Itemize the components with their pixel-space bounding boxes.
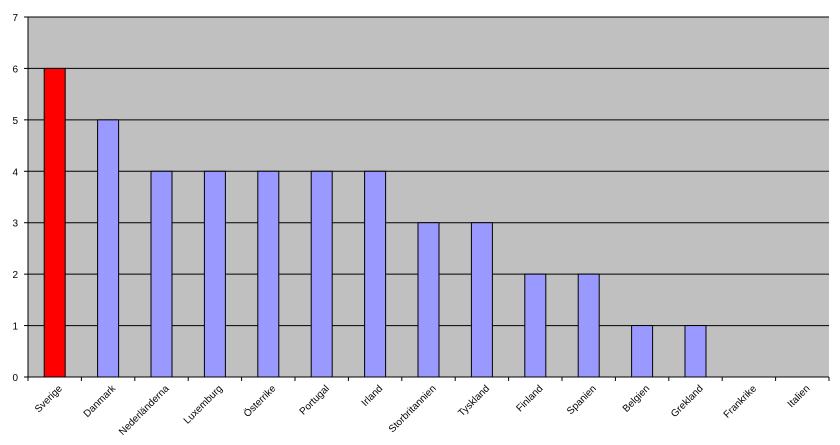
bars — [43, 67, 707, 378]
x-tick-label: Irland — [360, 383, 385, 408]
y-tick-label: 2 — [12, 270, 18, 281]
bar-grekland — [684, 325, 707, 378]
bar-irland — [364, 170, 387, 378]
x-tick-label: Storbritannien — [387, 383, 439, 435]
y-tick-label: 6 — [12, 64, 18, 75]
x-tick-label: Belgien — [621, 383, 652, 414]
bar-tyskland — [470, 222, 493, 378]
x-tick-label: Tyskland — [456, 383, 492, 419]
x-tick-label: Danmark — [82, 383, 119, 420]
bar-spanien — [577, 273, 600, 378]
bar-österrike — [257, 170, 280, 378]
axes — [24, 16, 830, 381]
x-tick-label: Grekland — [669, 383, 705, 419]
bar-belgien — [631, 325, 654, 378]
x-tick-label: Sverige — [33, 383, 65, 415]
y-tick-label: 4 — [12, 167, 18, 178]
y-axis-ticks: 0 1 2 3 4 5 6 7 — [12, 13, 18, 384]
bar-sverige — [43, 67, 66, 378]
x-tick-label: Italien — [786, 383, 813, 410]
y-tick-label: 1 — [12, 322, 18, 333]
x-tick-label: Portugal — [298, 383, 332, 417]
bar-portugal — [310, 170, 333, 378]
y-tick-label: 3 — [12, 219, 18, 230]
x-tick-label: Frankrike — [722, 383, 760, 421]
y-tick-label: 0 — [12, 373, 18, 384]
x-tick-label: Österrike — [241, 382, 278, 419]
bar-nederländerna — [150, 170, 173, 378]
x-tick-label: Spanien — [565, 383, 599, 417]
bar-luxemburg — [203, 170, 226, 378]
y-tick-label: 5 — [12, 116, 18, 127]
x-tick-label: Luxemburg — [182, 383, 225, 426]
bar-finland — [524, 273, 547, 378]
bar-storbritannien — [417, 222, 440, 378]
y-tick-label: 7 — [12, 13, 18, 24]
x-tick-label: Finland — [514, 383, 545, 414]
x-tick-label: Nederländerna — [117, 383, 172, 438]
bar-danmark — [97, 119, 120, 378]
